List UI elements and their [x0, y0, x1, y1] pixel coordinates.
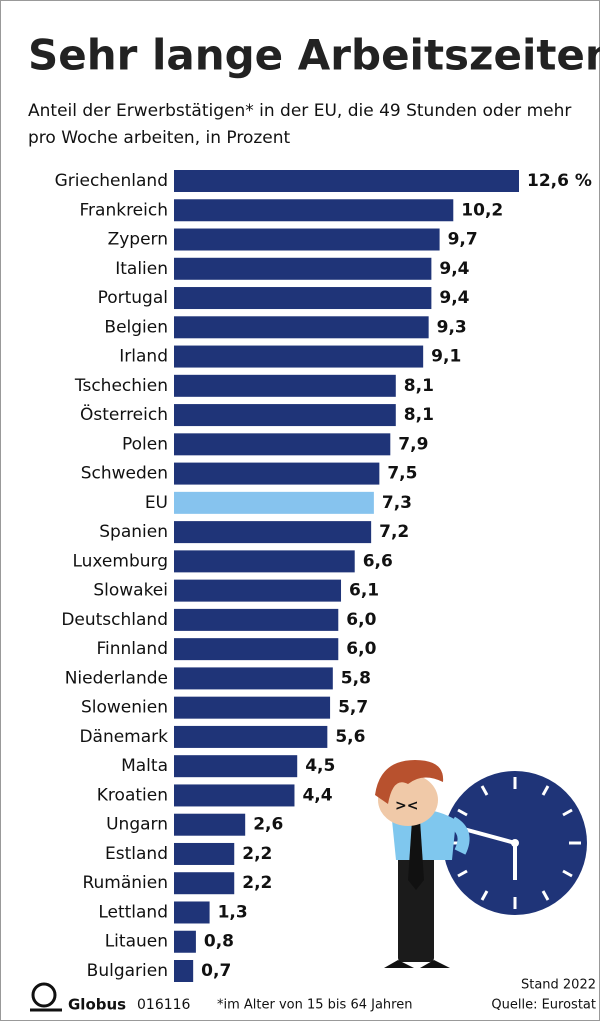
date: Stand 2022: [521, 978, 596, 993]
value-label: 0,7: [201, 961, 231, 981]
bar: [174, 696, 331, 719]
category-label: Deutschland: [61, 610, 168, 630]
category-label: Schweden: [81, 464, 168, 484]
value-label: 12,6 %: [527, 171, 592, 191]
bar: [174, 755, 298, 778]
bar: [174, 608, 339, 631]
category-label: Spanien: [99, 522, 168, 542]
category-label: Rumänien: [82, 873, 168, 893]
bar: [174, 638, 339, 661]
value-label: 4,5: [305, 756, 335, 776]
bar: [174, 257, 432, 280]
value-label: 9,4: [439, 288, 469, 308]
value-label: 6,0: [346, 639, 376, 659]
value-label: 8,1: [404, 376, 434, 396]
bar: [174, 667, 333, 690]
category-label: Slowakei: [93, 581, 168, 601]
bar: [174, 199, 454, 222]
category-label: Slowenien: [81, 698, 168, 718]
bar: [174, 842, 235, 865]
value-label: 10,2: [461, 200, 503, 220]
bar: [174, 374, 396, 397]
category-label: Belgien: [104, 317, 168, 337]
value-label: 9,7: [448, 230, 478, 250]
value-label: 2,2: [242, 873, 272, 893]
bar: [174, 170, 519, 192]
bar: [174, 813, 246, 836]
category-label: Litauen: [105, 932, 168, 952]
bar: [174, 433, 391, 456]
footnote: *im Alter von 15 bis 64 Jahren: [217, 998, 412, 1013]
category-label: Irland: [119, 347, 168, 367]
chart-title: Sehr lange Arbeitszeiten: [28, 31, 600, 80]
value-label: 2,6: [253, 815, 283, 835]
value-label: 2,2: [242, 844, 272, 864]
category-label: Ungarn: [106, 815, 168, 835]
chart-subtitle: Anteil der Erwerbstätigen* in der EU, di…: [28, 101, 572, 148]
category-label: Malta: [121, 756, 168, 776]
clock-ticks: [449, 777, 581, 909]
value-label: 5,6: [335, 727, 365, 747]
category-label: EU: [145, 493, 168, 513]
value-label: 7,9: [398, 434, 428, 454]
bar: [174, 316, 429, 339]
category-label: Polen: [122, 434, 168, 454]
bar: [174, 784, 295, 807]
bar: [174, 960, 194, 982]
category-label: Finnland: [96, 639, 168, 659]
bar: [174, 872, 235, 895]
bars: Griechenland 12,6 % Frankreich 10,2 Zypern 9,…: [55, 170, 592, 982]
category-label: Tschechien: [74, 376, 168, 396]
value-label: 8,1: [404, 405, 434, 425]
category-label: Zypern: [108, 230, 168, 250]
value-label: 6,0: [346, 610, 376, 630]
value-label: 4,4: [302, 785, 332, 805]
bar: [174, 462, 380, 485]
value-label: 1,3: [218, 902, 248, 922]
category-label: Dänemark: [79, 727, 168, 747]
bar: [174, 930, 196, 953]
category-label: Lettland: [98, 902, 168, 922]
value-label: 9,3: [437, 317, 467, 337]
bar: [174, 491, 374, 514]
category-label: Bulgarien: [87, 961, 168, 981]
category-label: Niederlande: [65, 668, 168, 688]
category-label: Frankreich: [80, 200, 169, 220]
man: ><: [375, 760, 470, 968]
source: Quelle: Eurostat: [491, 998, 596, 1013]
value-label: 6,1: [349, 581, 379, 601]
bar: [174, 579, 342, 602]
illustration: ><: [375, 760, 587, 968]
bar: [174, 345, 424, 368]
value-label: 5,8: [341, 668, 371, 688]
category-label: Estland: [105, 844, 168, 864]
value-label: 6,6: [363, 551, 393, 571]
bar: [174, 228, 440, 251]
value-label: 7,3: [382, 493, 412, 513]
bar: [174, 725, 328, 748]
bar: [174, 521, 372, 544]
bar: [174, 550, 355, 573]
value-label: 9,4: [439, 259, 469, 279]
category-label: Italien: [115, 259, 168, 279]
code: 016116: [137, 997, 191, 1013]
category-label: Kroatien: [97, 785, 168, 805]
svg-text:><: ><: [395, 798, 418, 814]
value-label: 5,7: [338, 698, 368, 718]
footer: Globus 016116 *im Alter von 15 bis 64 Ja…: [30, 978, 596, 1014]
subtitle-box: Anteil der Erwerbstätigen* in der EU, di…: [28, 101, 572, 148]
value-label: 7,5: [387, 464, 417, 484]
category-label: Griechenland: [55, 171, 168, 191]
category-label: Österreich: [80, 403, 168, 425]
value-label: 7,2: [379, 522, 409, 542]
bar: [174, 901, 210, 924]
value-label: 0,8: [204, 932, 234, 952]
bar: [174, 404, 396, 427]
category-label: Luxemburg: [72, 551, 168, 571]
publisher: Globus: [68, 996, 126, 1014]
value-label: 9,1: [431, 347, 461, 367]
category-label: Portugal: [98, 288, 168, 308]
bar: [174, 287, 432, 310]
